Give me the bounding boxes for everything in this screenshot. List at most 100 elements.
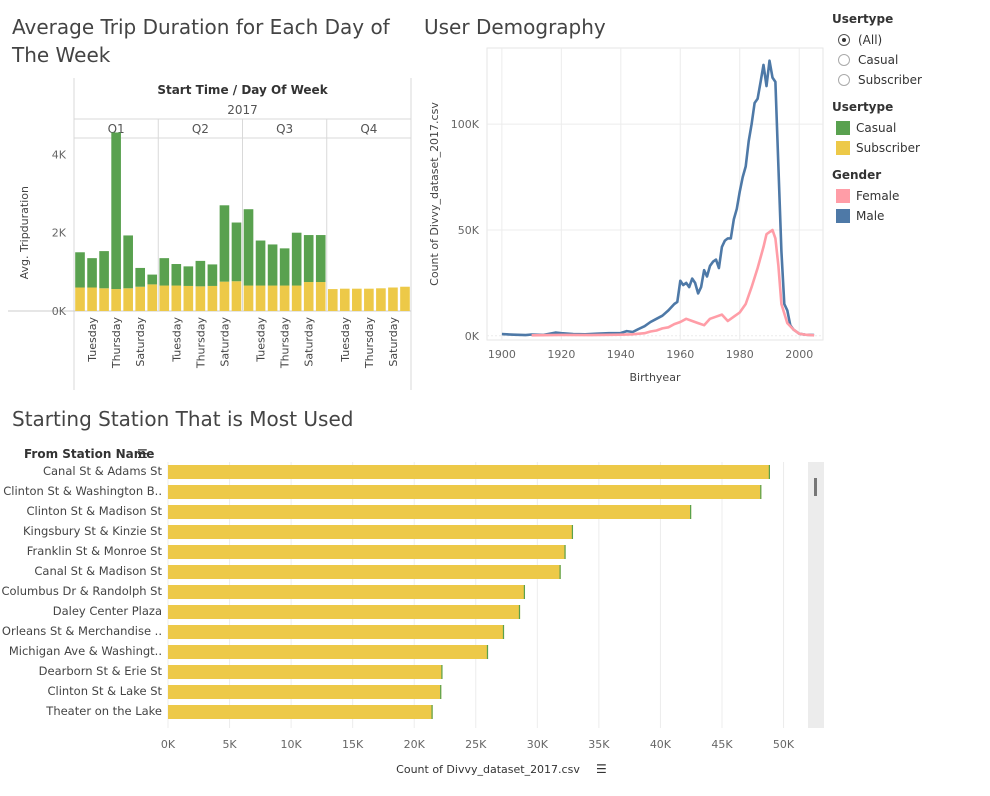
station-bar-casual-sliver bbox=[441, 665, 443, 679]
x-tick-label: 1900 bbox=[488, 348, 516, 361]
station-bar bbox=[168, 465, 770, 479]
gender-legend-item[interactable]: Male bbox=[832, 206, 982, 226]
bar-casual bbox=[255, 240, 266, 286]
station-label: Orleans St & Merchandise .. bbox=[2, 624, 162, 638]
day-label: Thursday bbox=[110, 317, 123, 370]
usertype-legend-title: Usertype bbox=[832, 100, 894, 114]
bar-casual bbox=[87, 258, 97, 288]
bar-subscriber bbox=[171, 285, 182, 311]
plot-area bbox=[486, 47, 824, 341]
usertype-filter-title: Usertype bbox=[832, 12, 894, 26]
bar-subscriber bbox=[159, 285, 170, 311]
bar-casual bbox=[219, 205, 230, 282]
day-label: Saturday bbox=[218, 317, 231, 367]
station-bar bbox=[168, 645, 489, 659]
y-tick-label: 4K bbox=[52, 148, 67, 161]
sort-icon: ☰ bbox=[137, 447, 148, 461]
day-label: Tuesday bbox=[339, 317, 352, 363]
legend-panel: Usertype (All) Casual Subscriber Usertype … bbox=[832, 8, 982, 226]
bar-subscriber bbox=[303, 282, 314, 311]
station-bar-casual-sliver bbox=[760, 485, 762, 499]
station-bar bbox=[168, 705, 433, 719]
usertype-filter-label: (All) bbox=[858, 33, 883, 47]
day-label: Saturday bbox=[387, 317, 400, 367]
series-line-male bbox=[501, 59, 815, 337]
y-tick-label: 100K bbox=[451, 118, 480, 131]
day-label: Saturday bbox=[134, 317, 147, 367]
station-bar-casual-sliver bbox=[559, 565, 561, 579]
station-chart: 0K 5K 10K 15K 20K 25K 30K 35K 40K 45K 50K From Stat… bbox=[1, 447, 794, 776]
y-axis-label: From Station Name bbox=[24, 447, 154, 461]
quarter-label: Q3 bbox=[276, 122, 293, 136]
day-label: Tuesday bbox=[170, 317, 183, 363]
station-bar bbox=[168, 485, 762, 499]
color-swatch bbox=[836, 189, 850, 203]
scrollbar[interactable] bbox=[808, 462, 824, 728]
chart-demography-title: User Demography bbox=[424, 15, 606, 39]
usertype-filter-option[interactable]: (All) bbox=[832, 30, 982, 50]
bar-subscriber bbox=[183, 285, 194, 311]
bar-subscriber bbox=[376, 288, 386, 311]
radio-icon[interactable] bbox=[838, 34, 850, 46]
radio-icon[interactable] bbox=[838, 54, 850, 66]
station-label: Michigan Ave & Washingt.. bbox=[9, 644, 162, 658]
radio-icon[interactable] bbox=[838, 74, 850, 86]
bar-subscriber bbox=[75, 287, 85, 311]
color-swatch bbox=[836, 141, 850, 155]
gender-legend-title: Gender bbox=[832, 168, 882, 182]
color-swatch bbox=[836, 209, 850, 223]
bar-casual bbox=[99, 251, 109, 289]
station-bar-casual-sliver bbox=[486, 645, 489, 659]
bar-subscriber bbox=[243, 285, 254, 311]
usertype-filter-option[interactable]: Casual bbox=[832, 50, 982, 70]
x-tick-label: 1980 bbox=[726, 348, 754, 361]
x-tick-label: 15K bbox=[342, 738, 364, 751]
bar-casual bbox=[111, 132, 121, 290]
gender-legend-item[interactable]: Female bbox=[832, 186, 982, 206]
year-label: 2017 bbox=[227, 103, 258, 117]
x-axis-label: Birthyear bbox=[630, 371, 681, 384]
chart-avg-trip-title: Average Trip Duration for Each Day of Th… bbox=[12, 15, 390, 67]
scrollbar-thumb[interactable] bbox=[814, 478, 817, 496]
bar-subscriber bbox=[87, 287, 97, 311]
station-bar-casual-sliver bbox=[768, 465, 770, 479]
x-tick-label: 45K bbox=[711, 738, 733, 751]
day-label: Tuesday bbox=[255, 317, 268, 363]
usertype-filter-label: Subscriber bbox=[858, 73, 922, 87]
bar-subscriber bbox=[388, 287, 398, 311]
bar-subscriber bbox=[111, 289, 121, 311]
gender-legend-label: Female bbox=[856, 189, 900, 203]
station-bar-casual-sliver bbox=[431, 705, 433, 719]
user-demography-chart: 1900 1920 1940 1960 1980 2000 0K 50K 100K Birthye… bbox=[428, 47, 824, 384]
y-tick-label: 0K bbox=[465, 330, 480, 343]
usertype-legend-item[interactable]: Subscriber bbox=[832, 138, 982, 158]
station-label: Franklin St & Monroe St bbox=[27, 544, 163, 558]
bar-subscriber bbox=[400, 286, 410, 311]
station-bar-casual-sliver bbox=[518, 605, 521, 619]
bar-casual bbox=[231, 222, 242, 282]
station-bar-casual-sliver bbox=[571, 525, 574, 539]
station-label: Clinton St & Washington B.. bbox=[3, 484, 162, 498]
bar-subscriber bbox=[231, 281, 242, 311]
x-tick-label: 30K bbox=[527, 738, 549, 751]
x-tick-label: 20K bbox=[404, 738, 426, 751]
bar-casual bbox=[303, 235, 314, 283]
usertype-legend-label: Subscriber bbox=[856, 141, 920, 155]
x-tick-label: 35K bbox=[588, 738, 610, 751]
station-bar-casual-sliver bbox=[523, 585, 526, 599]
station-bar-casual-sliver bbox=[502, 625, 505, 639]
bar-casual bbox=[207, 264, 218, 286]
y-tick-label: 0K bbox=[52, 305, 67, 318]
station-label: Clinton St & Lake St bbox=[47, 684, 162, 698]
usertype-filter-label: Casual bbox=[858, 53, 899, 67]
day-label: Saturday bbox=[303, 317, 316, 367]
y-tick-label: 50K bbox=[458, 224, 480, 237]
x-tick-label: 2000 bbox=[785, 348, 813, 361]
usertype-legend-item[interactable]: Casual bbox=[832, 118, 982, 138]
usertype-filter-option[interactable]: Subscriber bbox=[832, 70, 982, 90]
bar-subscriber bbox=[147, 284, 158, 311]
station-bar bbox=[168, 665, 443, 679]
station-label: Canal St & Adams St bbox=[43, 464, 163, 478]
bar-casual bbox=[147, 274, 158, 285]
